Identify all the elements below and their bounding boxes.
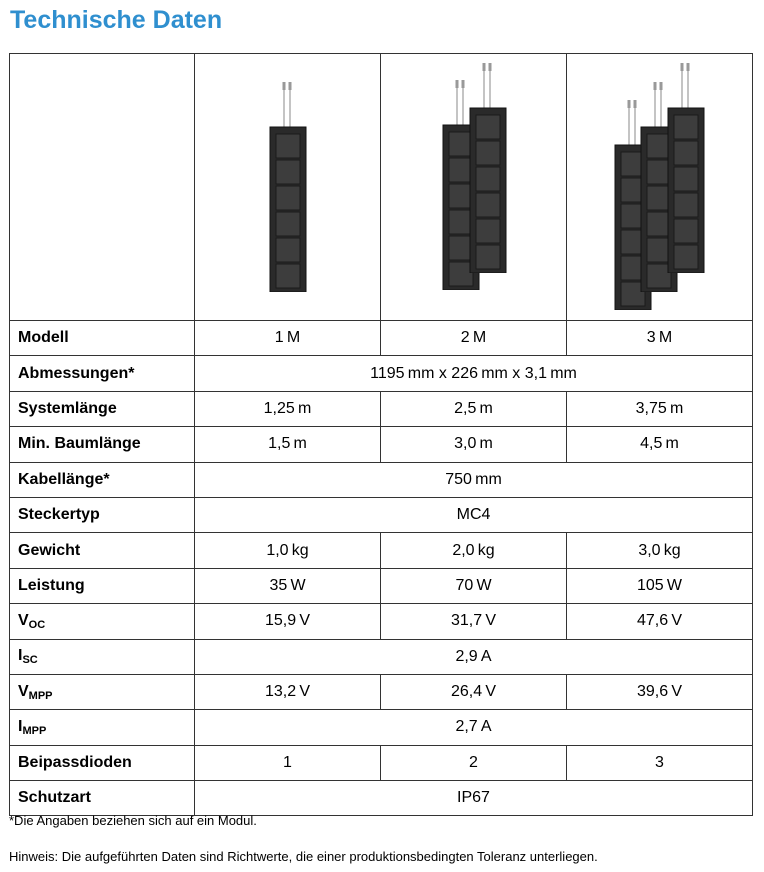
image-row (9, 53, 753, 321)
label-text: Systemlänge (18, 399, 117, 417)
value-cell: 13,2 V (194, 673, 381, 711)
value-cell: 2,0 kg (380, 532, 567, 569)
label-subscript: OC (28, 618, 46, 631)
value-cell: 1,5 m (194, 426, 381, 463)
footnote: *Die Angaben beziehen sich auf ein Modul… (9, 813, 257, 828)
table-row: ISC 2,9 A (9, 638, 753, 675)
value-cell: 2,5 m (380, 390, 567, 428)
label-text: Schutzart (18, 789, 91, 807)
value-cell: 26,4 V (380, 673, 567, 711)
row-label: Kabellänge* (9, 461, 195, 498)
row-label: Min. Baumlänge (9, 426, 195, 463)
product-image (566, 53, 753, 321)
row-label: Beipassdioden (9, 744, 195, 782)
row-label: Leistung (9, 567, 195, 605)
row-label: ISC (9, 638, 195, 675)
label-text: Abmessungen* (18, 364, 135, 382)
row-label: Systemlänge (9, 390, 195, 428)
value-cell: 2,9 A (194, 638, 753, 675)
value-cell: 1 M (194, 319, 381, 357)
label-text: V (18, 611, 29, 629)
value-cell: 1,0 kg (194, 532, 381, 569)
value-cell: 3,75 m (566, 390, 753, 428)
table-row: Beipassdioden 1 2 3 (9, 744, 753, 782)
value-cell: 15,9 V (194, 603, 381, 640)
label-text: Steckertyp (18, 506, 100, 524)
label-text: Leistung (18, 576, 85, 594)
label-text: Kabellänge* (18, 470, 110, 488)
value-cell: 3,0 kg (566, 532, 753, 569)
row-label: IMPP (9, 709, 195, 746)
value-cell: 3 (566, 744, 753, 782)
value-cell: 4,5 m (566, 426, 753, 463)
value-cell: MC4 (194, 496, 753, 534)
label-text: Min. Baumlänge (18, 435, 141, 453)
panel-image (567, 54, 753, 315)
value-cell: 3,0 m (380, 426, 567, 463)
title: Technische Daten (10, 6, 223, 34)
table-row: Leistung 35 W 70 W 105 W (9, 567, 753, 605)
table-row: VMPP 13,2 V 26,4 V 39,6 V (9, 673, 753, 711)
row-label: Gewicht (9, 532, 195, 569)
product-image (194, 53, 381, 321)
table-row: Systemlänge 1,25 m 2,5 m 3,75 m (9, 390, 753, 428)
empty-cell (9, 53, 195, 321)
table-row: IMPP 2,7 A (9, 709, 753, 746)
value-cell: 3 M (566, 319, 753, 357)
table-row: Gewicht 1,0 kg 2,0 kg 3,0 kg (9, 532, 753, 569)
value-cell: 2 (380, 744, 567, 782)
panel-image (195, 54, 381, 315)
label-text: I (18, 717, 23, 735)
label-text: Gewicht (18, 541, 81, 559)
table-row: Min. Baumlänge 1,5 m 3,0 m 4,5 m (9, 426, 753, 463)
row-label: VOC (9, 603, 195, 640)
note: Hinweis: Die aufgeführten Daten sind Ric… (9, 849, 598, 864)
table-row: VOC 15,9 V 31,7 V 47,6 V (9, 603, 753, 640)
row-label: Abmessungen* (9, 355, 195, 392)
value-cell: 105 W (566, 567, 753, 605)
value-cell: 35 W (194, 567, 381, 605)
value-cell: IP67 (194, 780, 753, 817)
table-row: Schutzart IP67 (9, 780, 753, 817)
value-cell: 750 mm (194, 461, 753, 498)
value-cell: 31,7 V (380, 603, 567, 640)
value-cell: 70 W (380, 567, 567, 605)
row-label: Modell (9, 319, 195, 357)
table-row: Steckertyp MC4 (9, 496, 753, 534)
value-cell: 1,25 m (194, 390, 381, 428)
value-cell: 1 (194, 744, 381, 782)
value-cell: 2 M (380, 319, 567, 357)
label-text: Modell (18, 329, 69, 347)
value-cell: 2,7 A (194, 709, 753, 746)
label-text: V (18, 682, 29, 700)
value-cell: 1195 mm x 226 mm x 3,1 mm (194, 355, 753, 392)
table-row: Abmessungen* 1195 mm x 226 mm x 3,1 mm (9, 355, 753, 392)
value-cell: 47,6 V (566, 603, 753, 640)
label-subscript: MPP (28, 689, 53, 702)
label-text: Beipassdioden (18, 753, 132, 771)
value-cell: 39,6 V (566, 673, 753, 711)
row-label: Schutzart (9, 780, 195, 817)
row-label: Steckertyp (9, 496, 195, 534)
row-label: VMPP (9, 673, 195, 711)
label-text: I (18, 647, 23, 665)
panel-image (381, 54, 567, 315)
label-subscript: SC (22, 654, 38, 667)
label-subscript: MPP (22, 724, 47, 737)
product-image (380, 53, 567, 321)
table-row: Kabellänge* 750 mm (9, 461, 753, 498)
